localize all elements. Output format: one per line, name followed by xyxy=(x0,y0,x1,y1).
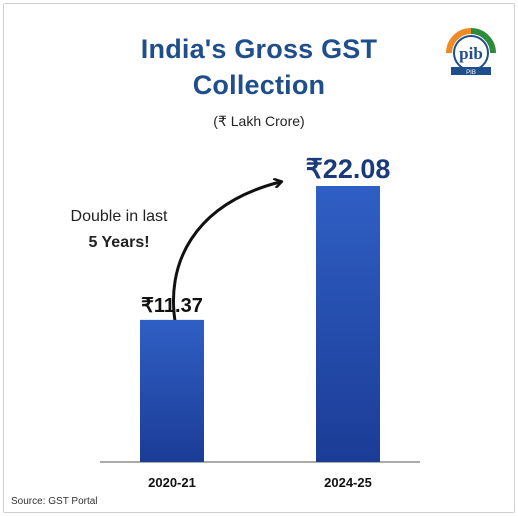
source-note: Source: GST Portal xyxy=(11,496,98,507)
value-label-2020-21: ₹11.37 xyxy=(141,295,203,317)
infographic-card: India's Gross GST Collection (₹ Lakh Cro… xyxy=(3,3,515,513)
double-arrow xyxy=(171,182,280,328)
chart-title-line1: India's Gross GST xyxy=(140,34,378,64)
annotation-line2: 5 Years! xyxy=(88,234,150,251)
annotation: Double in last 5 Years! xyxy=(44,204,194,256)
pib-logo: pib PIB xyxy=(441,19,501,79)
chart-title-line2: Collection xyxy=(192,70,326,100)
category-label-2024-25: 2024-25 xyxy=(324,475,372,490)
bar-chart: ₹11.37 2020-21 ₹22.08 2024-25 xyxy=(100,154,420,490)
unit-label: (₹ Lakh Crore) xyxy=(213,113,305,129)
pib-logo-icon: pib PIB xyxy=(446,28,496,76)
bar-2024-25 xyxy=(316,186,380,462)
value-label-2024-25: ₹22.08 xyxy=(306,154,391,184)
logo-subtext: PIB xyxy=(466,70,476,76)
category-label-2020-21: 2020-21 xyxy=(148,475,196,490)
logo-text: pib xyxy=(459,44,483,63)
bar-2020-21 xyxy=(140,319,204,462)
annotation-line1: Double in last xyxy=(70,208,168,225)
